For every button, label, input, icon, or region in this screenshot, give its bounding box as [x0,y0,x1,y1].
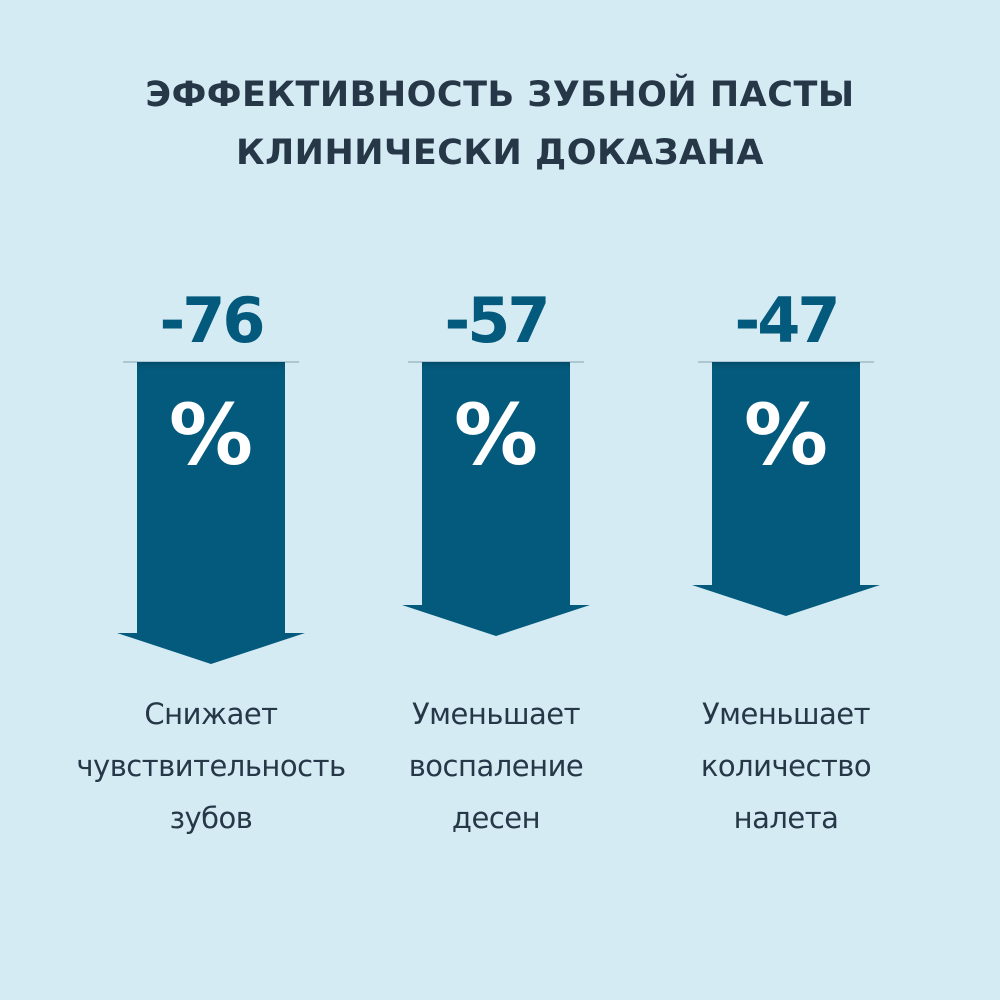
description-line: воспаление [408,749,584,783]
page-title: ЭФФЕКТИВНОСТЬ ЗУБНОЙ ПАСТЫ КЛИНИЧЕСКИ ДО… [0,66,1000,182]
description-line: Снижает [144,697,278,731]
stat-value-3: -47 [734,284,840,357]
percent-sign-2: % [453,386,539,484]
description-line: количество [700,749,872,783]
stat-description-3: Уменьшает количество налета [636,688,936,844]
stat-description-2: Уменьшает воспаление десен [346,688,646,844]
down-arrow-icon-1 [117,361,305,664]
description-line: налета [733,801,839,835]
description-line: Уменьшает [412,697,581,731]
down-arrow-icon-2 [402,361,590,636]
description-line: зубов [169,801,253,835]
percent-sign-3: % [743,386,829,484]
stat-value-1: -76 [159,284,265,357]
title-line-2: КЛИНИЧЕСКИ ДОКАЗАНА [236,133,764,173]
stat-description-1: Снижает чувствительность зубов [61,688,361,844]
description-line: десен [451,801,541,835]
description-line: Уменьшает [702,697,871,731]
title-line-1: ЭФФЕКТИВНОСТЬ ЗУБНОЙ ПАСТЫ [145,75,855,115]
percent-sign-1: % [168,386,254,484]
down-arrow-icon-3 [692,361,880,616]
description-line: чувствительность [76,749,346,783]
stat-value-2: -57 [444,284,550,357]
